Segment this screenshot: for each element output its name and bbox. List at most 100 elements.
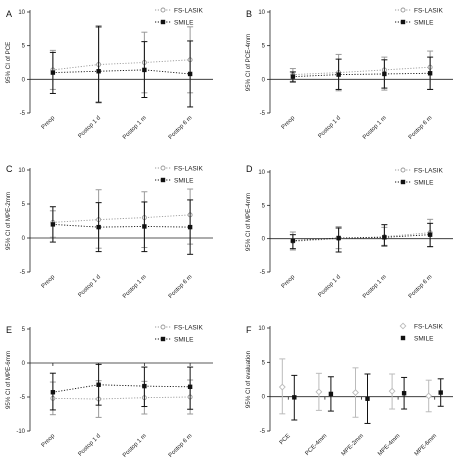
legend-item: FS-LASIK xyxy=(395,7,444,14)
legend-label: FS-LASIK xyxy=(414,7,444,14)
data-point xyxy=(401,391,407,396)
legend-marker xyxy=(400,167,406,173)
y-tick-label: 10 xyxy=(258,10,265,16)
x-tick-label: Preop xyxy=(41,115,57,131)
x-tick-label: MPE-6mm xyxy=(414,433,438,457)
legend-marker xyxy=(400,19,406,25)
series-fs-lasik xyxy=(49,188,194,249)
y-tick-label: 0 xyxy=(262,237,266,243)
series-fs-lasik xyxy=(289,218,434,251)
data-point xyxy=(292,395,297,400)
data-point xyxy=(438,390,443,395)
legend-item: SMILE xyxy=(155,19,194,26)
y-axis-label: 95% CI of PCE-4mm xyxy=(245,34,252,91)
legend-item: SMILE xyxy=(155,177,194,184)
x-tick-label: Postop 1 m xyxy=(362,274,388,300)
y-tick-label: 0 xyxy=(262,77,266,83)
series-connector-line xyxy=(52,59,191,71)
legend-label: FS-LASIK xyxy=(174,7,204,14)
series-connector-line xyxy=(52,396,191,400)
series-fs-lasik xyxy=(278,358,433,418)
y-tick-label: 0 xyxy=(22,361,26,367)
legend: FS-LASIK SMILE xyxy=(395,167,444,186)
legend-label: FS-LASIK xyxy=(174,165,204,172)
series-fs-lasik xyxy=(49,379,194,418)
data-point xyxy=(382,71,387,77)
legend-label: SMILE xyxy=(414,179,434,186)
legend-marker xyxy=(160,177,166,183)
y-tick-label: 10 xyxy=(18,10,25,16)
panel-letter: E xyxy=(6,325,12,335)
y-tick-label: 0 xyxy=(22,77,26,83)
legend-label: FS-LASIK xyxy=(414,167,444,174)
data-point xyxy=(328,391,334,397)
data-point xyxy=(96,69,101,74)
data-point xyxy=(96,224,101,230)
series-connector-line xyxy=(292,232,431,242)
legend-item: FS-LASIK xyxy=(155,324,204,331)
panel-letter: D xyxy=(246,164,253,174)
legend: FS-LASIK SMILE xyxy=(395,7,444,26)
y-tick-label: -5 xyxy=(260,429,266,435)
y-tick-label: -10 xyxy=(16,429,25,435)
y-axis-label: 95% CI of MPE-4mm xyxy=(245,193,252,251)
series-connector-line xyxy=(52,214,191,223)
x-tick-label: Postop 6 m xyxy=(168,433,194,459)
data-point xyxy=(50,70,56,75)
legend-label: FS-LASIK xyxy=(414,323,444,330)
x-tick-label: Preop xyxy=(41,274,57,290)
legend-marker xyxy=(160,336,166,342)
series-connector-line xyxy=(292,234,431,242)
panel-letter: B xyxy=(246,9,252,19)
y-tick-label: -5 xyxy=(260,270,266,276)
legend: FS-LASIK SMILE xyxy=(155,324,204,343)
y-tick-label: 5 xyxy=(262,203,266,209)
legend-marker xyxy=(160,7,166,13)
data-point xyxy=(142,224,147,229)
legend-item: FS-LASIK xyxy=(395,167,444,174)
series-connector-line xyxy=(52,69,191,75)
data-point xyxy=(142,383,147,389)
y-tick-label: 5 xyxy=(22,44,26,50)
data-point xyxy=(142,67,147,73)
legend-item: SMILE xyxy=(395,19,434,26)
data-point xyxy=(290,238,296,243)
legend: FS-LASIK SMILE xyxy=(155,165,204,184)
legend-item: SMILE xyxy=(400,335,434,342)
data-point xyxy=(187,384,193,389)
x-tick-label: Postop 1 d xyxy=(318,274,343,299)
series-fs-lasik xyxy=(289,50,434,92)
x-tick-label: Postop 1 m xyxy=(362,115,388,141)
chart-panel-a: A -5 0 5 10 95% CI of PCE Preop Postop 1 d Posto… xyxy=(5,7,213,141)
legend-item: FS-LASIK xyxy=(155,7,204,14)
data-point xyxy=(96,382,101,387)
x-tick-label: Preop xyxy=(281,115,297,131)
chart-panel-f: F -5 0 5 10 95% CI of evaluation PCE PCE-4mm MPE… xyxy=(245,322,453,457)
y-tick-label: 0 xyxy=(22,236,26,242)
data-point xyxy=(290,74,296,79)
y-axis-label: 95% CI of evaluation xyxy=(245,350,252,408)
data-point xyxy=(425,392,433,400)
legend-label: SMILE xyxy=(174,19,194,26)
x-tick-label: Preop xyxy=(281,274,297,290)
series-smile xyxy=(289,56,434,90)
legend-marker xyxy=(399,322,407,330)
panel-letter: C xyxy=(6,164,13,174)
panel-letter: F xyxy=(246,325,252,335)
data-point xyxy=(427,232,433,237)
y-tick-label: 0 xyxy=(262,395,266,401)
data-point xyxy=(336,235,341,241)
legend-item: SMILE xyxy=(395,179,434,186)
x-tick-label: Postop 1 d xyxy=(318,115,343,140)
legend-marker xyxy=(400,335,406,341)
data-point xyxy=(388,387,396,395)
legend-marker xyxy=(400,179,406,185)
x-tick-label: PCE-4mm xyxy=(305,433,329,457)
y-tick-label: 10 xyxy=(18,168,25,174)
chart-panel-b: B -5 0 5 10 95% CI of PCE-4mm Preop Postop 1 d P… xyxy=(245,7,453,141)
series-connector-line xyxy=(52,223,191,228)
series-connector-line xyxy=(292,66,431,76)
y-tick-label: 5 xyxy=(262,44,266,50)
x-tick-label: Preop xyxy=(41,433,57,449)
